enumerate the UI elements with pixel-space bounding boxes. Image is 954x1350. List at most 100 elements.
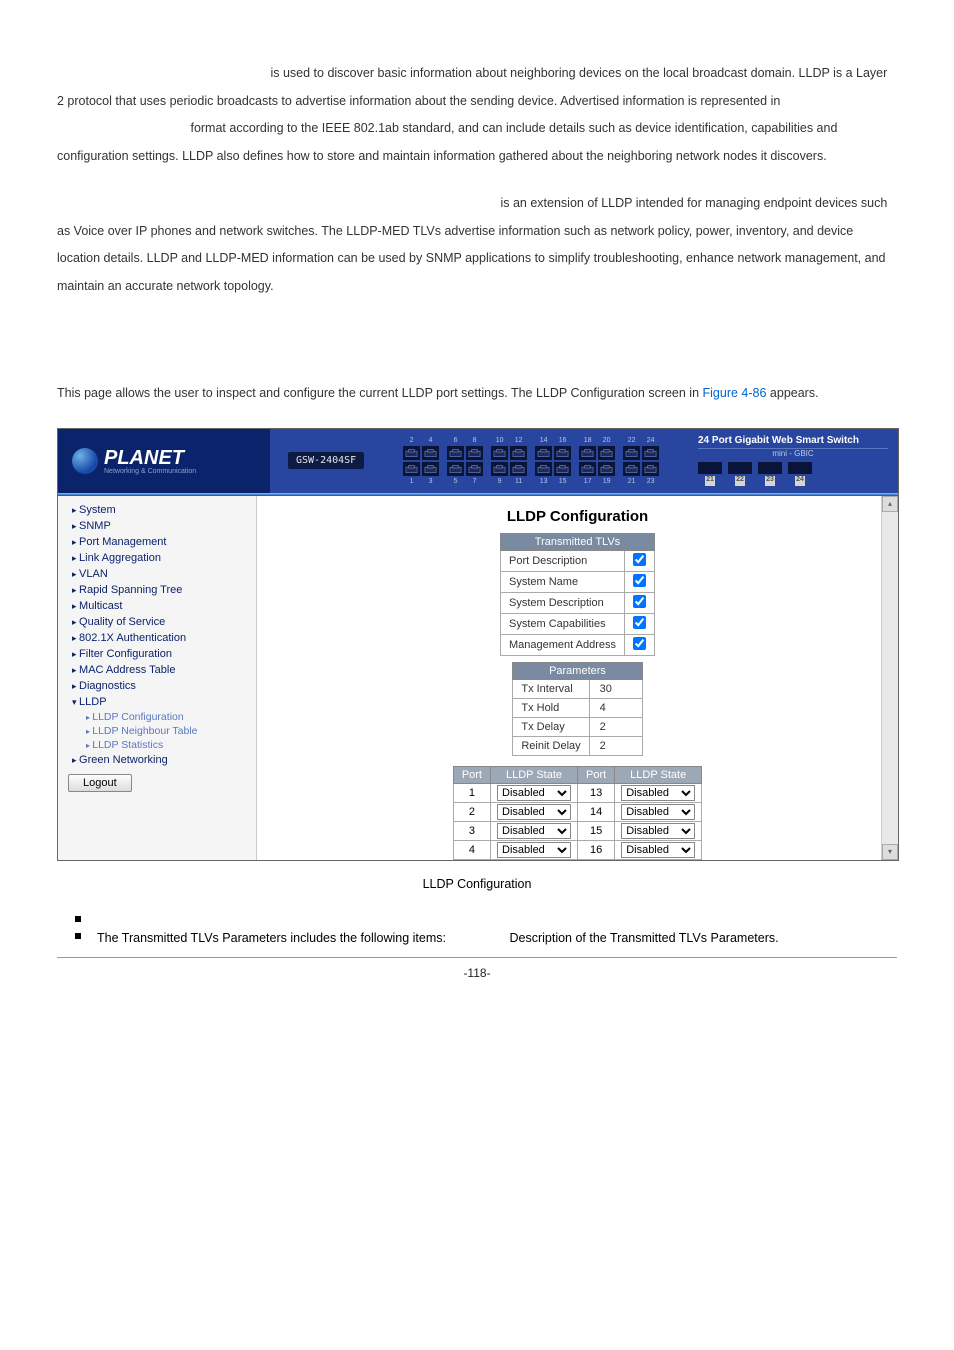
lldp-state-select[interactable]: Disabled <box>621 804 695 820</box>
gbic-port-icon[interactable] <box>698 462 722 474</box>
switch-port-icon[interactable] <box>491 462 508 476</box>
switch-port-icon[interactable] <box>422 446 439 460</box>
switch-port-icon[interactable] <box>510 446 527 460</box>
tlv-checkbox[interactable] <box>633 616 646 629</box>
param-label: Tx Delay <box>513 717 589 736</box>
sidebar-item-vlan[interactable]: VLAN <box>58 566 256 582</box>
sidebar-item-802-1x-authentication[interactable]: 802.1X Authentication <box>58 630 256 646</box>
switch-port-icon[interactable] <box>422 462 439 476</box>
nav-sidebar: SystemSNMPPort ManagementLink Aggregatio… <box>58 496 257 860</box>
content-area: LLDP Configuration Transmitted TLVs Port… <box>257 496 898 860</box>
parameters-table: Parameters Tx IntervalTx HoldTx DelayRei… <box>512 662 642 756</box>
switch-port-icon[interactable] <box>623 446 640 460</box>
sidebar-item-system[interactable]: System <box>58 502 256 518</box>
tlv-checkbox[interactable] <box>633 574 646 587</box>
logout-button[interactable]: Logout <box>68 774 132 792</box>
switch-port-icon[interactable] <box>403 446 420 460</box>
sidebar-item-quality-of-service[interactable]: Quality of Service <box>58 614 256 630</box>
tlv-checkbox[interactable] <box>633 595 646 608</box>
sidebar-item-lldp[interactable]: LLDP <box>58 694 256 710</box>
bullet-empty <box>57 909 897 922</box>
scroll-down-icon[interactable]: ▾ <box>882 844 898 860</box>
switch-port-icon[interactable] <box>642 462 659 476</box>
lldp-state-select[interactable]: Disabled <box>621 823 695 839</box>
sidebar-item-snmp[interactable]: SNMP <box>58 518 256 534</box>
sidebar-sub-lldp-statistics[interactable]: LLDP Statistics <box>58 738 256 752</box>
scrollbar[interactable]: ▴ ▾ <box>881 496 898 860</box>
tlv-header: Transmitted TLVs <box>500 533 654 550</box>
switch-port-icon[interactable] <box>466 446 483 460</box>
port-number-cell: 14 <box>578 802 615 821</box>
port-number-cell: 15 <box>578 821 615 840</box>
switch-port-icon[interactable] <box>466 462 483 476</box>
sidebar-item-diagnostics[interactable]: Diagnostics <box>58 678 256 694</box>
lldp-state-select[interactable]: Disabled <box>497 842 571 858</box>
switch-port-icon[interactable] <box>447 462 464 476</box>
transmitted-tlvs-table: Transmitted TLVs Port DescriptionSystem … <box>500 533 655 656</box>
lldp-state-select[interactable]: Disabled <box>497 785 571 801</box>
gbic-port-icon[interactable] <box>788 462 812 474</box>
tlv-checkbox[interactable] <box>633 553 646 566</box>
sidebar-item-filter-configuration[interactable]: Filter Configuration <box>58 646 256 662</box>
brand-text: PLANET <box>104 447 184 469</box>
sidebar-item-port-management[interactable]: Port Management <box>58 534 256 550</box>
figure-link[interactable]: Figure 4-86 <box>703 386 767 400</box>
page-number: -118- <box>57 966 897 980</box>
sidebar-item-link-aggregation[interactable]: Link Aggregation <box>58 550 256 566</box>
lldp-state-select[interactable]: Disabled <box>621 785 695 801</box>
tlv-label: Management Address <box>500 634 624 655</box>
param-input[interactable] <box>598 720 634 734</box>
tlv-label: System Description <box>500 592 624 613</box>
brand-logo: PLANET Networking & Communication <box>58 429 270 493</box>
lldp-state-select[interactable]: Disabled <box>497 823 571 839</box>
port-number-cell: 13 <box>578 783 615 802</box>
param-label: Tx Hold <box>513 698 589 717</box>
param-input[interactable] <box>598 682 634 696</box>
switch-port-icon[interactable] <box>642 446 659 460</box>
sidebar-item-mac-address-table[interactable]: MAC Address Table <box>58 662 256 678</box>
switch-port-icon[interactable] <box>554 446 571 460</box>
sidebar-sub-lldp-configuration[interactable]: LLDP Configuration <box>58 710 256 724</box>
sidebar-item-multicast[interactable]: Multicast <box>58 598 256 614</box>
sidebar-item-green-networking[interactable]: Green Networking <box>58 752 256 768</box>
switch-port-icon[interactable] <box>535 462 552 476</box>
tlv-label: System Name <box>500 571 624 592</box>
lldp-state-select[interactable]: Disabled <box>621 842 695 858</box>
gbic-port-icon[interactable] <box>758 462 782 474</box>
param-input[interactable] <box>598 739 634 753</box>
lldp-state-select[interactable]: Disabled <box>497 804 571 820</box>
switch-port-icon[interactable] <box>598 462 615 476</box>
param-input[interactable] <box>598 701 634 715</box>
switch-port-icon[interactable] <box>447 446 464 460</box>
sidebar-item-rapid-spanning-tree[interactable]: Rapid Spanning Tree <box>58 582 256 598</box>
switch-port-icon[interactable] <box>598 446 615 460</box>
param-label: Tx Interval <box>513 679 589 698</box>
switch-port-icon[interactable] <box>623 462 640 476</box>
switch-port-icon[interactable] <box>554 462 571 476</box>
port-table-header: LLDP State <box>491 766 578 783</box>
bullet-icon <box>75 916 81 922</box>
intro-paragraph-1: is used to discover basic information ab… <box>57 60 897 170</box>
switch-topbar: PLANET Networking & Communication GSW-24… <box>58 429 898 493</box>
switch-port-icon[interactable] <box>491 446 508 460</box>
port-state-table: PortLLDP StatePortLLDP State 1Disabled13… <box>453 766 702 860</box>
footer-divider <box>57 957 897 958</box>
gbic-num: 23 <box>765 476 775 486</box>
gbic-port-icon[interactable] <box>728 462 752 474</box>
switch-port-icon[interactable] <box>510 462 527 476</box>
switch-port-icon[interactable] <box>579 446 596 460</box>
port-number-cell: 4 <box>453 840 490 859</box>
switch-port-icon[interactable] <box>535 446 552 460</box>
scroll-up-icon[interactable]: ▴ <box>882 496 898 512</box>
bullet-icon <box>75 933 81 939</box>
switch-port-icon[interactable] <box>579 462 596 476</box>
tlv-checkbox[interactable] <box>633 637 646 650</box>
port-panel: 214365871091211141316151817201922212423 <box>364 437 698 485</box>
bullet-tlv-desc: The Transmitted TLVs Parameters includes… <box>57 926 897 951</box>
gbic-num: 21 <box>705 476 715 486</box>
page-title: LLDP Configuration <box>257 508 898 525</box>
switch-port-icon[interactable] <box>403 462 420 476</box>
sidebar-sub-lldp-neighbour-table[interactable]: LLDP Neighbour Table <box>58 724 256 738</box>
gbic-num: 24 <box>795 476 805 486</box>
port-number-cell: 2 <box>453 802 490 821</box>
